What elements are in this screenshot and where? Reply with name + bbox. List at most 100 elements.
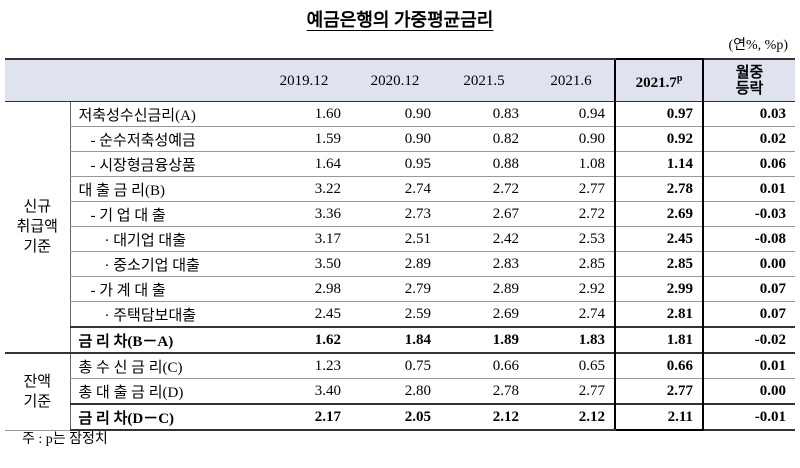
value-cell: 0.01	[703, 176, 795, 202]
value-cell: 0.03	[703, 101, 795, 127]
row-label: 총 수 신 금 리(C)	[69, 352, 258, 379]
value-cell: 0.88	[440, 151, 528, 177]
value-cell: 0.95	[350, 151, 440, 177]
value-cell: 2.69	[614, 201, 704, 227]
header-cell	[5, 58, 258, 102]
column-header: 2021.5	[440, 58, 528, 102]
value-cell: 2.72	[440, 176, 528, 202]
row-label: 저축성수신금리(A)	[69, 101, 258, 127]
row-label: - 기 업 대 출	[69, 201, 258, 227]
value-cell: 2.78	[614, 176, 704, 202]
row-label: - 가 계 대 출	[69, 276, 258, 302]
table-row: · 중소기업 대출 3.50 2.89 2.83 2.85 2.85 0.00	[5, 251, 795, 277]
value-cell: 2.77	[614, 378, 704, 405]
value-cell: 2.45	[258, 301, 350, 328]
table-row: - 기 업 대 출 3.36 2.73 2.67 2.72 2.69 -0.03	[5, 201, 795, 227]
table-row: - 가 계 대 출 2.98 2.79 2.89 2.92 2.99 0.07	[5, 276, 795, 302]
table-row: 신규 취급액 기준 저축성수신금리(A) 1.60 0.90 0.83 0.94 0.97 0.0…	[5, 101, 795, 354]
title: 예금은행의 가중평균금리	[0, 6, 800, 32]
value-cell: 2.99	[614, 276, 704, 302]
value-cell: 0.97	[614, 101, 704, 127]
value-cell: 1.62	[258, 326, 350, 354]
value-cell: 1.08	[528, 151, 615, 177]
value-cell: 2.72	[528, 201, 615, 227]
group-line: 기준	[23, 393, 52, 410]
row-label: 금 리 차(B－A)	[69, 326, 258, 354]
value-cell: -0.03	[703, 201, 795, 227]
value-cell: 0.00	[703, 378, 795, 405]
value-cell: 2.80	[350, 378, 440, 405]
header-sup: p	[676, 72, 683, 84]
value-cell: 3.40	[258, 378, 350, 405]
value-cell: 0.01	[703, 352, 795, 379]
value-cell: 0.00	[703, 251, 795, 277]
value-cell: 2.17	[258, 403, 350, 431]
header-line: 월중	[735, 64, 764, 81]
value-cell: 2.78	[440, 378, 528, 405]
value-cell: 2.89	[440, 276, 528, 302]
value-cell: 1.64	[258, 151, 350, 177]
row-label: 대 출 금 리(B)	[69, 176, 258, 202]
value-cell: 1.14	[614, 151, 704, 177]
value-cell: 2.05	[350, 403, 440, 431]
row-label: · 대기업 대출	[69, 226, 258, 252]
rate-table: 2019.12 2020.12 2021.5 2021.6 2021.7p 월중 등락 신규 취…	[5, 58, 795, 431]
row-label: · 주택담보대출	[69, 301, 258, 328]
value-cell: 1.89	[440, 326, 528, 354]
header-row: 2019.12 2020.12 2021.5 2021.6 2021.7p 월중 등락	[5, 58, 795, 102]
value-cell: 2.67	[440, 201, 528, 227]
table-row: 총 대 출 금 리(D) 3.40 2.80 2.78 2.77 2.77 0.00	[5, 378, 795, 405]
value-cell: 1.59	[258, 126, 350, 152]
column-header: 2021.6	[528, 58, 615, 102]
value-cell: 0.65	[528, 352, 615, 379]
value-cell: 2.77	[528, 176, 615, 202]
table-row: - 시장형금융상품 1.64 0.95 0.88 1.08 1.14 0.06	[5, 151, 795, 177]
value-cell: 2.83	[440, 251, 528, 277]
value-cell: -0.01	[703, 403, 795, 431]
value-cell: 0.75	[350, 352, 440, 379]
row-label: - 순수저축성예금	[69, 126, 258, 152]
table-row: · 대기업 대출 3.17 2.51 2.42 2.53 2.45 -0.08	[5, 226, 795, 252]
value-cell: 0.06	[703, 151, 795, 177]
table-row: - 순수저축성예금 1.59 0.90 0.82 0.90 0.92 0.02	[5, 126, 795, 152]
value-cell: 0.82	[440, 126, 528, 152]
value-cell: 2.81	[614, 301, 704, 328]
value-cell: 2.74	[528, 301, 615, 328]
value-cell: 2.69	[440, 301, 528, 328]
column-header: 2020.12	[350, 58, 440, 102]
value-cell: 2.89	[350, 251, 440, 277]
header-line: 등락	[735, 80, 764, 97]
value-cell: 3.17	[258, 226, 350, 252]
value-cell: 0.90	[350, 126, 440, 152]
value-cell: 2.74	[350, 176, 440, 202]
value-cell: 1.84	[350, 326, 440, 354]
column-header: 2021.7p	[614, 58, 704, 102]
table-row: · 주택담보대출 2.45 2.59 2.69 2.74 2.81 0.07	[5, 301, 795, 328]
group-line: 기준	[23, 239, 52, 255]
value-cell: 2.59	[350, 301, 440, 328]
column-header: 월중 등락	[703, 58, 795, 102]
value-cell: 2.12	[440, 403, 528, 431]
value-cell: -0.02	[703, 326, 795, 354]
value-cell: 2.92	[528, 276, 615, 302]
row-label: · 중소기업 대출	[69, 251, 258, 277]
row-label: - 시장형금융상품	[69, 151, 258, 177]
table-row: 잔액 기준 총 수 신 금 리(C) 1.23 0.75 0.66 0.65 0.66 0.01	[5, 352, 795, 431]
value-cell: 1.83	[528, 326, 615, 354]
value-cell: 2.98	[258, 276, 350, 302]
value-cell: 2.79	[350, 276, 440, 302]
value-cell: 2.53	[528, 226, 615, 252]
value-cell: 2.11	[614, 403, 704, 431]
table-row: 금 리 차(B－A) 1.62 1.84 1.89 1.83 1.81 -0.02	[5, 326, 795, 354]
value-cell: 0.90	[350, 101, 440, 127]
value-cell: 0.66	[440, 352, 528, 379]
value-cell: 2.51	[350, 226, 440, 252]
value-cell: 1.81	[614, 326, 704, 354]
value-cell: 2.85	[528, 251, 615, 277]
value-cell: 3.36	[258, 201, 350, 227]
value-cell: 2.42	[440, 226, 528, 252]
title-text: 예금은행의 가중평균금리	[306, 10, 494, 30]
group-line: 잔액	[23, 373, 52, 390]
